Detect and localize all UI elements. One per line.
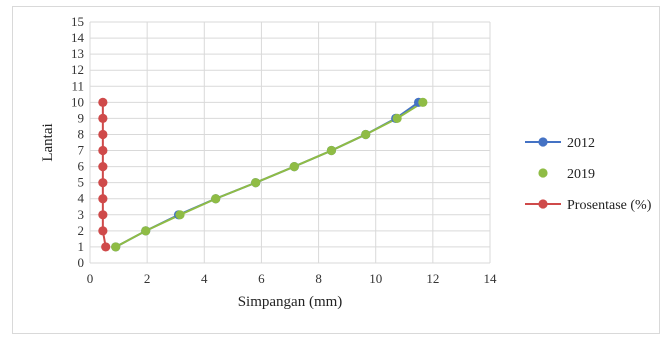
y-tick-label: 7 — [78, 143, 85, 158]
data-point — [98, 130, 107, 139]
y-tick-label: 1 — [78, 239, 85, 254]
data-point — [111, 242, 120, 251]
data-point — [175, 210, 184, 219]
data-point — [98, 114, 107, 123]
y-tick-label: 12 — [71, 62, 84, 77]
y-tick-label: 13 — [71, 46, 84, 61]
data-point — [211, 194, 220, 203]
data-point — [98, 210, 107, 219]
legend-label: Prosentase (%) — [567, 198, 652, 213]
legend-label: 2012 — [567, 136, 595, 151]
legend-marker — [538, 137, 547, 146]
x-tick-label: 8 — [315, 271, 322, 286]
legend-label: 2019 — [567, 167, 595, 182]
legend-marker — [538, 199, 547, 208]
x-tick-label: 6 — [258, 271, 265, 286]
data-point — [101, 242, 110, 251]
series-line-1 — [116, 102, 423, 247]
x-tick-label: 14 — [484, 271, 498, 286]
y-tick-label: 4 — [78, 191, 85, 206]
data-point — [98, 98, 107, 107]
y-tick-label: 14 — [71, 30, 85, 45]
y-tick-label: 15 — [71, 14, 84, 29]
data-point — [361, 130, 370, 139]
x-tick-label: 12 — [426, 271, 439, 286]
data-point — [290, 162, 299, 171]
y-axis-title: Lantai — [40, 123, 56, 161]
y-tick-label: 3 — [78, 207, 85, 222]
x-tick-label: 10 — [369, 271, 382, 286]
x-tick-label: 0 — [87, 271, 94, 286]
series-line-0 — [116, 102, 419, 247]
data-point — [418, 98, 427, 107]
data-point — [251, 178, 260, 187]
data-point — [98, 194, 107, 203]
y-tick-label: 0 — [78, 255, 85, 270]
data-point — [98, 146, 107, 155]
x-axis-title: Simpangan (mm) — [238, 294, 343, 310]
y-tick-label: 10 — [71, 94, 84, 109]
legend-marker — [538, 168, 547, 177]
data-point — [327, 146, 336, 155]
data-point — [98, 162, 107, 171]
y-tick-label: 11 — [71, 78, 84, 93]
data-point — [393, 114, 402, 123]
y-tick-label: 8 — [78, 126, 85, 141]
y-tick-label: 5 — [78, 175, 85, 190]
y-tick-label: 6 — [78, 159, 85, 174]
x-tick-label: 2 — [144, 271, 151, 286]
y-tick-label: 9 — [78, 110, 85, 125]
x-tick-label: 4 — [201, 271, 208, 286]
data-point — [98, 178, 107, 187]
data-point — [98, 226, 107, 235]
series-line-2 — [103, 102, 106, 247]
y-tick-label: 2 — [78, 223, 85, 238]
data-point — [141, 226, 150, 235]
